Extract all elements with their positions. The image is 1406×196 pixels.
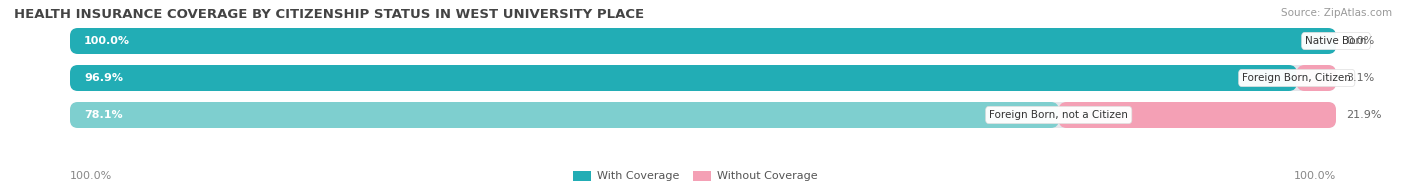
Text: 78.1%: 78.1% [84,110,122,120]
FancyBboxPatch shape [1296,65,1336,91]
Text: 100.0%: 100.0% [1294,171,1336,181]
FancyBboxPatch shape [1059,102,1336,128]
FancyBboxPatch shape [70,102,1059,128]
FancyBboxPatch shape [693,171,711,181]
Text: 0.0%: 0.0% [1346,36,1374,46]
Text: Foreign Born, Citizen: Foreign Born, Citizen [1243,73,1351,83]
Text: Source: ZipAtlas.com: Source: ZipAtlas.com [1281,8,1392,18]
FancyBboxPatch shape [574,171,591,181]
Text: HEALTH INSURANCE COVERAGE BY CITIZENSHIP STATUS IN WEST UNIVERSITY PLACE: HEALTH INSURANCE COVERAGE BY CITIZENSHIP… [14,8,644,21]
FancyBboxPatch shape [70,28,1336,54]
Text: Native Born: Native Born [1305,36,1367,46]
Text: 3.1%: 3.1% [1346,73,1374,83]
Text: 100.0%: 100.0% [70,171,112,181]
Text: Foreign Born, not a Citizen: Foreign Born, not a Citizen [990,110,1128,120]
FancyBboxPatch shape [70,65,1296,91]
Text: 100.0%: 100.0% [84,36,129,46]
FancyBboxPatch shape [70,65,1336,91]
Text: Without Coverage: Without Coverage [717,171,818,181]
FancyBboxPatch shape [70,102,1336,128]
FancyBboxPatch shape [70,28,1336,54]
Text: With Coverage: With Coverage [598,171,679,181]
Text: 96.9%: 96.9% [84,73,122,83]
Text: 21.9%: 21.9% [1346,110,1382,120]
